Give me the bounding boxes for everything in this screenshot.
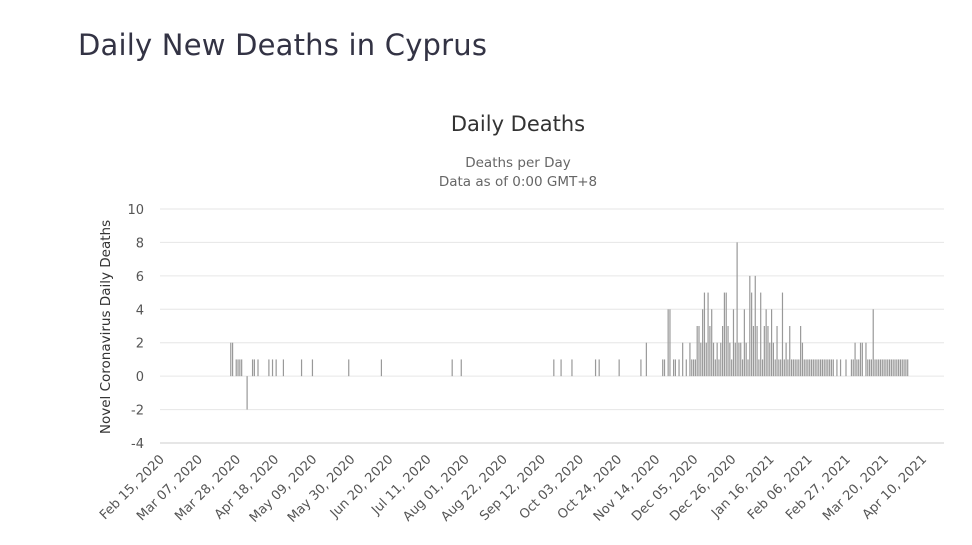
y-axis-ticks: 10 8 6 4 2 0 -2 -4 bbox=[127, 203, 144, 452]
x-tick-label: Sep 12, 2020 bbox=[477, 452, 549, 524]
x-tick-label: Mar 28, 2020 bbox=[172, 452, 244, 524]
grid-lines bbox=[160, 208, 944, 444]
x-tick-label: Nov 14, 2020 bbox=[591, 452, 663, 524]
bar-series bbox=[230, 242, 909, 410]
x-tick-label: May 09, 2020 bbox=[247, 452, 320, 525]
x-tick-label: Mar 07, 2020 bbox=[134, 452, 206, 524]
y-tick-label: -2 bbox=[131, 404, 144, 419]
chart-subtitle-line-1: Deaths per Day bbox=[465, 155, 571, 171]
y-tick-label: 2 bbox=[136, 337, 144, 352]
y-tick-label: 8 bbox=[136, 236, 144, 251]
chart-title: Daily Deaths bbox=[451, 112, 585, 136]
x-tick-label: Dec 26, 2020 bbox=[667, 452, 739, 524]
x-tick-label: Aug 01, 2020 bbox=[400, 452, 472, 524]
x-tick-label: Feb 15, 2020 bbox=[97, 452, 168, 523]
x-tick-label: Dec 05, 2020 bbox=[629, 452, 701, 524]
y-tick-label: 10 bbox=[127, 203, 144, 218]
y-tick-label: 0 bbox=[136, 370, 144, 385]
x-tick-label: Mar 20, 2021 bbox=[820, 452, 892, 524]
x-tick-label: Aug 22, 2020 bbox=[438, 452, 510, 524]
y-tick-label: 6 bbox=[136, 270, 144, 285]
y-tick-label: -4 bbox=[131, 437, 144, 452]
chart-subtitle-line-2: Data as of 0:00 GMT+8 bbox=[439, 174, 597, 190]
page-title: Daily New Deaths in Cyprus bbox=[78, 28, 488, 62]
x-tick-label: May 30, 2020 bbox=[285, 452, 358, 525]
y-axis-label: Novel Coronavirus Daily Deaths bbox=[98, 220, 114, 434]
y-tick-label: 4 bbox=[136, 303, 144, 318]
